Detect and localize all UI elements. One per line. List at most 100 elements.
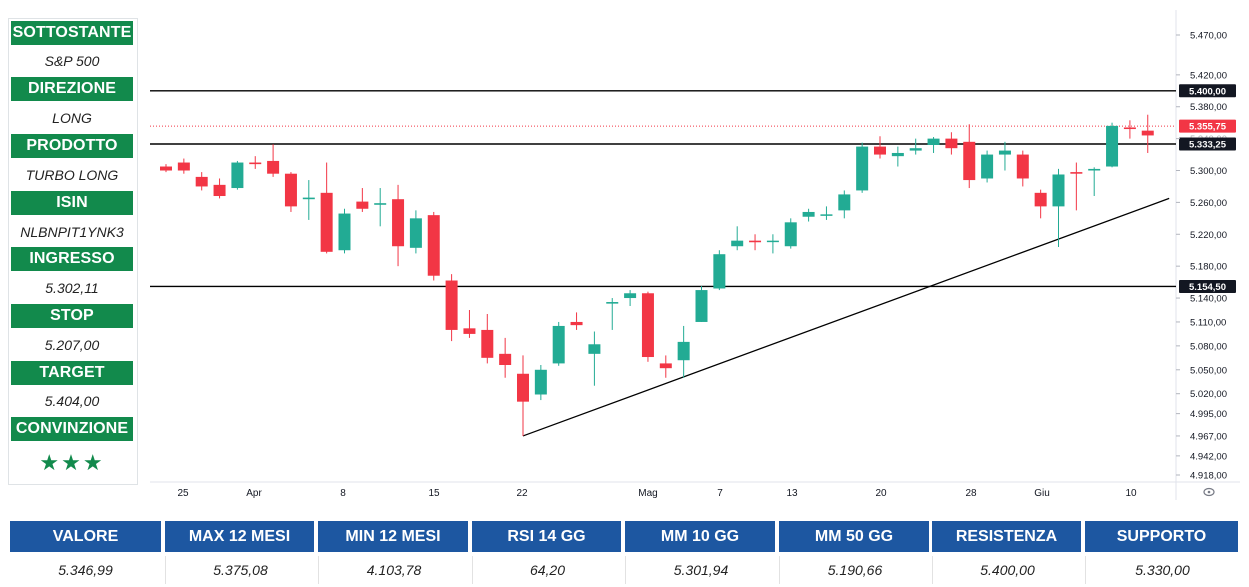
stats-header-rsi: RSI 14 GG [472, 521, 621, 552]
x-tick-label: 8 [340, 488, 346, 499]
candle-body [177, 162, 190, 171]
product-value: TURBO LONG [25, 167, 119, 183]
candle-body [838, 194, 851, 211]
candle [177, 158, 190, 174]
y-tick-label: 5.300,00 [1190, 166, 1227, 177]
chart-grid [150, 10, 1240, 500]
candle [945, 132, 958, 155]
y-tick-label: 4.918,00 [1190, 471, 1227, 482]
candle [927, 137, 940, 153]
candle-body [534, 369, 547, 395]
entry-label: INGRESSO [11, 247, 133, 271]
last-price-label: 5.355,75 [1189, 122, 1227, 133]
candle-body [374, 203, 387, 205]
candle-body [1034, 192, 1047, 207]
candle [713, 250, 726, 291]
y-tick-label: 5.220,00 [1190, 230, 1227, 241]
settings-icon[interactable] [1203, 487, 1215, 497]
candle [874, 136, 886, 159]
candle-body [1016, 154, 1029, 179]
horizontal-levels: 5.400,00 5.333,25 5.154,50 5.355,75 [150, 84, 1236, 293]
candle-body [284, 173, 297, 207]
candle-body [588, 344, 601, 354]
candle [1088, 167, 1101, 197]
candle-body [1106, 125, 1119, 167]
candle [356, 188, 369, 212]
candle-body [749, 240, 762, 243]
y-tick-label: 5.110,00 [1190, 317, 1226, 328]
y-tick-label: 5.140,00 [1190, 294, 1227, 305]
candle-body [695, 290, 708, 322]
candle-body [945, 138, 958, 149]
support-trendline [522, 197, 1170, 437]
level-tag [1179, 84, 1236, 98]
target-label: TARGET [11, 361, 133, 385]
stats-header-min12: MIN 12 MESI [318, 521, 468, 552]
candle-body [267, 160, 280, 174]
candle-body [802, 211, 815, 217]
candle-body [856, 146, 869, 191]
x-tick-label: 28 [965, 488, 977, 499]
candle-body [624, 293, 637, 299]
underlying-label: SOTTOSTANTE [11, 21, 133, 45]
candle [1034, 189, 1047, 219]
candle-body [784, 222, 797, 247]
level-tag [1179, 137, 1236, 151]
candle-body [481, 329, 494, 358]
underlying-value: S&P 500 [44, 53, 100, 69]
candle-body [570, 321, 583, 326]
last-price-tag [1179, 119, 1236, 133]
candle-body [713, 254, 726, 289]
y-tick-label: 4.995,00 [1190, 409, 1227, 420]
candle [160, 164, 172, 173]
x-tick-label: 10 [1125, 488, 1137, 499]
level-tag-label: 5.400,00 [1189, 86, 1226, 97]
candle-body [963, 141, 976, 181]
candle [231, 160, 244, 190]
candle [374, 188, 387, 227]
candle-body [356, 201, 369, 209]
candle [802, 208, 815, 222]
candle [1070, 162, 1083, 211]
candle [534, 365, 547, 401]
candle [749, 234, 762, 251]
candle [284, 172, 297, 212]
candle-body [820, 214, 833, 216]
level-tag-label: 5.333,25 [1189, 140, 1227, 151]
stats-value-min12: 4.103,78 [318, 556, 469, 584]
stats-header-valore: VALORE [10, 521, 161, 552]
candle-body [927, 138, 940, 145]
x-tick-label: Mag [638, 488, 657, 499]
time-axis: 25 Apr 8 15 22 Mag 7 13 20 28 Giu 10 [177, 488, 1137, 499]
y-tick-label: 5.050,00 [1190, 365, 1227, 376]
trade-info-panel: SOTTOSTANTE S&P 500 DIREZIONE LONG PRODO… [8, 18, 138, 485]
candle [302, 180, 315, 220]
candle-body [891, 152, 904, 157]
x-tick-label: 25 [177, 488, 189, 499]
y-tick-label: 5.260,00 [1190, 198, 1227, 209]
candle [392, 184, 405, 267]
candle-body [981, 154, 994, 179]
candle [784, 218, 797, 249]
candle [998, 141, 1011, 171]
candle [838, 190, 851, 219]
candle [445, 274, 458, 342]
direction-value: LONG [52, 110, 92, 126]
candle [427, 211, 440, 281]
candle [588, 331, 601, 386]
stop-label: STOP [11, 304, 133, 328]
stats-value-valore: 5.346,99 [58, 562, 113, 578]
candle [338, 208, 351, 254]
candle [499, 337, 512, 378]
stats-value-mm10: 5.301,94 [625, 556, 776, 584]
candle-body [231, 162, 244, 189]
candle-body [874, 146, 886, 155]
candle-body [160, 166, 172, 171]
candle-body [249, 162, 262, 165]
candle [517, 355, 529, 436]
candle [856, 142, 869, 193]
price-chart: 5.400,00 5.333,25 5.154,50 5.355,75 5.470,0… [150, 10, 1240, 500]
x-tick-label: Apr [246, 488, 262, 499]
candle-body [427, 215, 440, 276]
stats-value-mm50: 5.190,66 [779, 556, 930, 584]
